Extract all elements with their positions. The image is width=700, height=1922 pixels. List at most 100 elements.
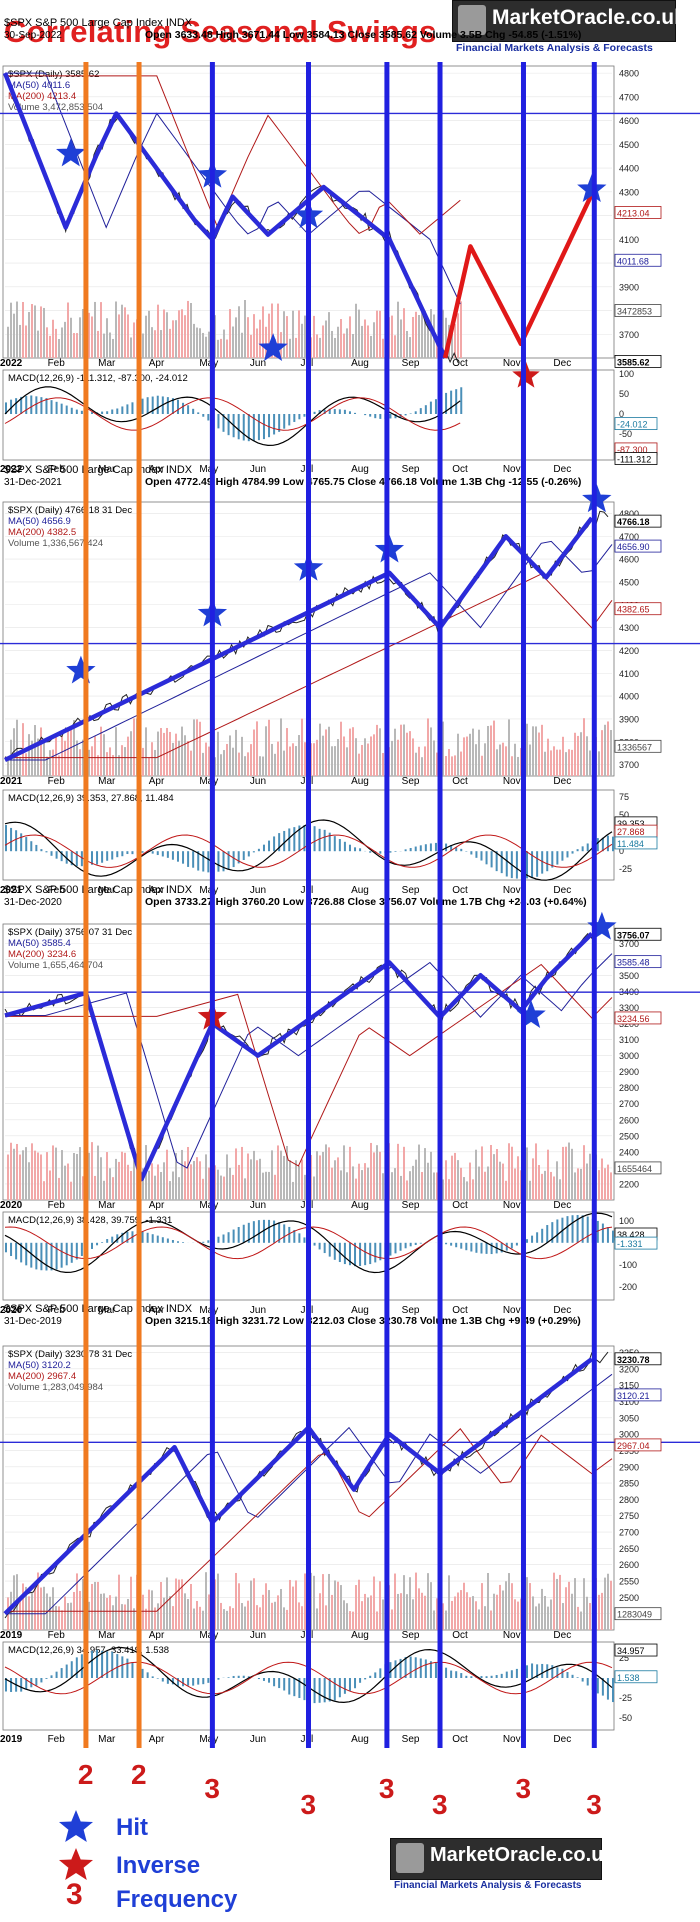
macd-histogram-bar [414, 846, 417, 852]
volume-bar [421, 1171, 423, 1200]
macd-histogram-bar [242, 851, 245, 860]
volume-bar [160, 728, 162, 776]
volume-bar [247, 1600, 249, 1630]
macd-histogram-bar [606, 1227, 609, 1243]
volume-bar [337, 326, 339, 358]
volume-bar [418, 1144, 420, 1200]
macd-histogram-bar [192, 851, 195, 868]
macd-histogram-bar [531, 1663, 534, 1678]
macd-histogram-bar [424, 844, 427, 852]
volume-bar [181, 1579, 183, 1630]
volume-bar [259, 1158, 261, 1200]
macd-histogram-bar [126, 1658, 129, 1678]
volume-bar [571, 1593, 573, 1630]
volume-bar [544, 1170, 546, 1200]
macd-histogram-bar [40, 397, 43, 414]
volume-bar [481, 1146, 483, 1200]
volume-bar [283, 750, 285, 776]
volume-bar [97, 1145, 99, 1200]
macd-histogram-bar [111, 409, 114, 414]
volume-bar [169, 1596, 171, 1630]
macd-value-badge-label: 11.484 [617, 839, 644, 849]
macd-histogram-bar [5, 402, 7, 414]
volume-bar [436, 1598, 438, 1630]
volume-bar [91, 1583, 93, 1630]
macd-histogram-bar [171, 1240, 174, 1243]
volume-bar [475, 744, 477, 776]
value-badge-label: 3585.62 [617, 357, 650, 367]
volume-bar [166, 1149, 168, 1200]
volume-bar [199, 1161, 201, 1200]
volume-bar [169, 731, 171, 776]
volume-bar [64, 1596, 66, 1630]
macd-histogram-bar [156, 1678, 159, 1679]
month-label: Sep [402, 885, 420, 896]
volume-bar [403, 724, 405, 776]
y-tick-label: 2900 [619, 1462, 639, 1472]
volume-bar [367, 1597, 369, 1630]
macd-histogram-bar [278, 833, 281, 852]
volume-bar [226, 743, 228, 776]
volume-bar [118, 314, 120, 358]
volume-bar [160, 1172, 162, 1200]
month-label: Sep [402, 1305, 420, 1316]
volume-bar [109, 1168, 111, 1200]
volume-bar [610, 730, 612, 776]
macd-histogram-bar [55, 851, 58, 859]
logo-tagline-bottom: Financial Markets Analysis & Forecasts [394, 1880, 582, 1891]
volume-bar [106, 752, 108, 776]
month-label: Aug [351, 1305, 369, 1316]
macd-histogram-bar [612, 1678, 614, 1703]
volume-bar [490, 725, 492, 776]
volume-bar [331, 330, 333, 358]
volume-bar [64, 1165, 66, 1200]
volume-bar [436, 338, 438, 358]
macd-histogram-bar [359, 848, 362, 852]
macd-histogram-bar [510, 1670, 513, 1678]
value-badge-label: 3234.56 [617, 1014, 650, 1024]
macd-histogram-bar [546, 851, 549, 872]
macd-histogram-bar [328, 408, 331, 414]
volume-bar [505, 1180, 507, 1200]
month-label: Oct [452, 464, 468, 475]
volume-bar [133, 1608, 135, 1630]
macd-histogram-bar [485, 1242, 488, 1254]
macd-histogram-bar [343, 841, 346, 852]
frequency-number: 3 [204, 1773, 220, 1804]
volume-bar [376, 310, 378, 358]
macd-histogram-bar [166, 851, 169, 858]
macd-histogram-bar [303, 414, 306, 417]
macd-histogram-bar [20, 396, 23, 414]
volume-bar [292, 1586, 294, 1630]
macd-histogram-bar [389, 414, 392, 419]
macd-tick-label: -25 [619, 1693, 632, 1703]
month-label: Aug [351, 1734, 369, 1745]
macd-value-badge-label: 1.538 [617, 1673, 640, 1683]
macd-histogram-bar [455, 389, 458, 414]
macd-histogram-bar [15, 830, 18, 852]
volume-bar [175, 1578, 177, 1630]
month-label: Mar [98, 885, 116, 896]
volume-bar [178, 1579, 180, 1630]
macd-histogram-bar [116, 408, 119, 414]
macd-histogram-bar [283, 414, 286, 429]
volume-bar [487, 1166, 489, 1200]
month-label: Mar [98, 776, 116, 787]
volume-bar [283, 1155, 285, 1200]
volume-bar [16, 719, 18, 776]
volume-bar [322, 325, 324, 358]
value-badge-label: 1655464 [617, 1164, 652, 1174]
y-tick-label: 3900 [619, 714, 639, 724]
volume-bar [364, 1593, 366, 1630]
macd-histogram-bar [45, 398, 48, 414]
legend-hit-label: Hit [116, 1814, 148, 1841]
volume-bar [253, 1150, 255, 1200]
volume-bar [235, 317, 237, 358]
volume-bar [157, 304, 159, 358]
zigzag-swing-line [3, 1357, 594, 1616]
month-label: May [199, 1200, 218, 1211]
macd-tick-label: -50 [619, 1713, 632, 1723]
volume-bar [373, 1152, 375, 1200]
macd-histogram-bar [60, 851, 63, 862]
macd-histogram-bar [202, 1241, 205, 1243]
